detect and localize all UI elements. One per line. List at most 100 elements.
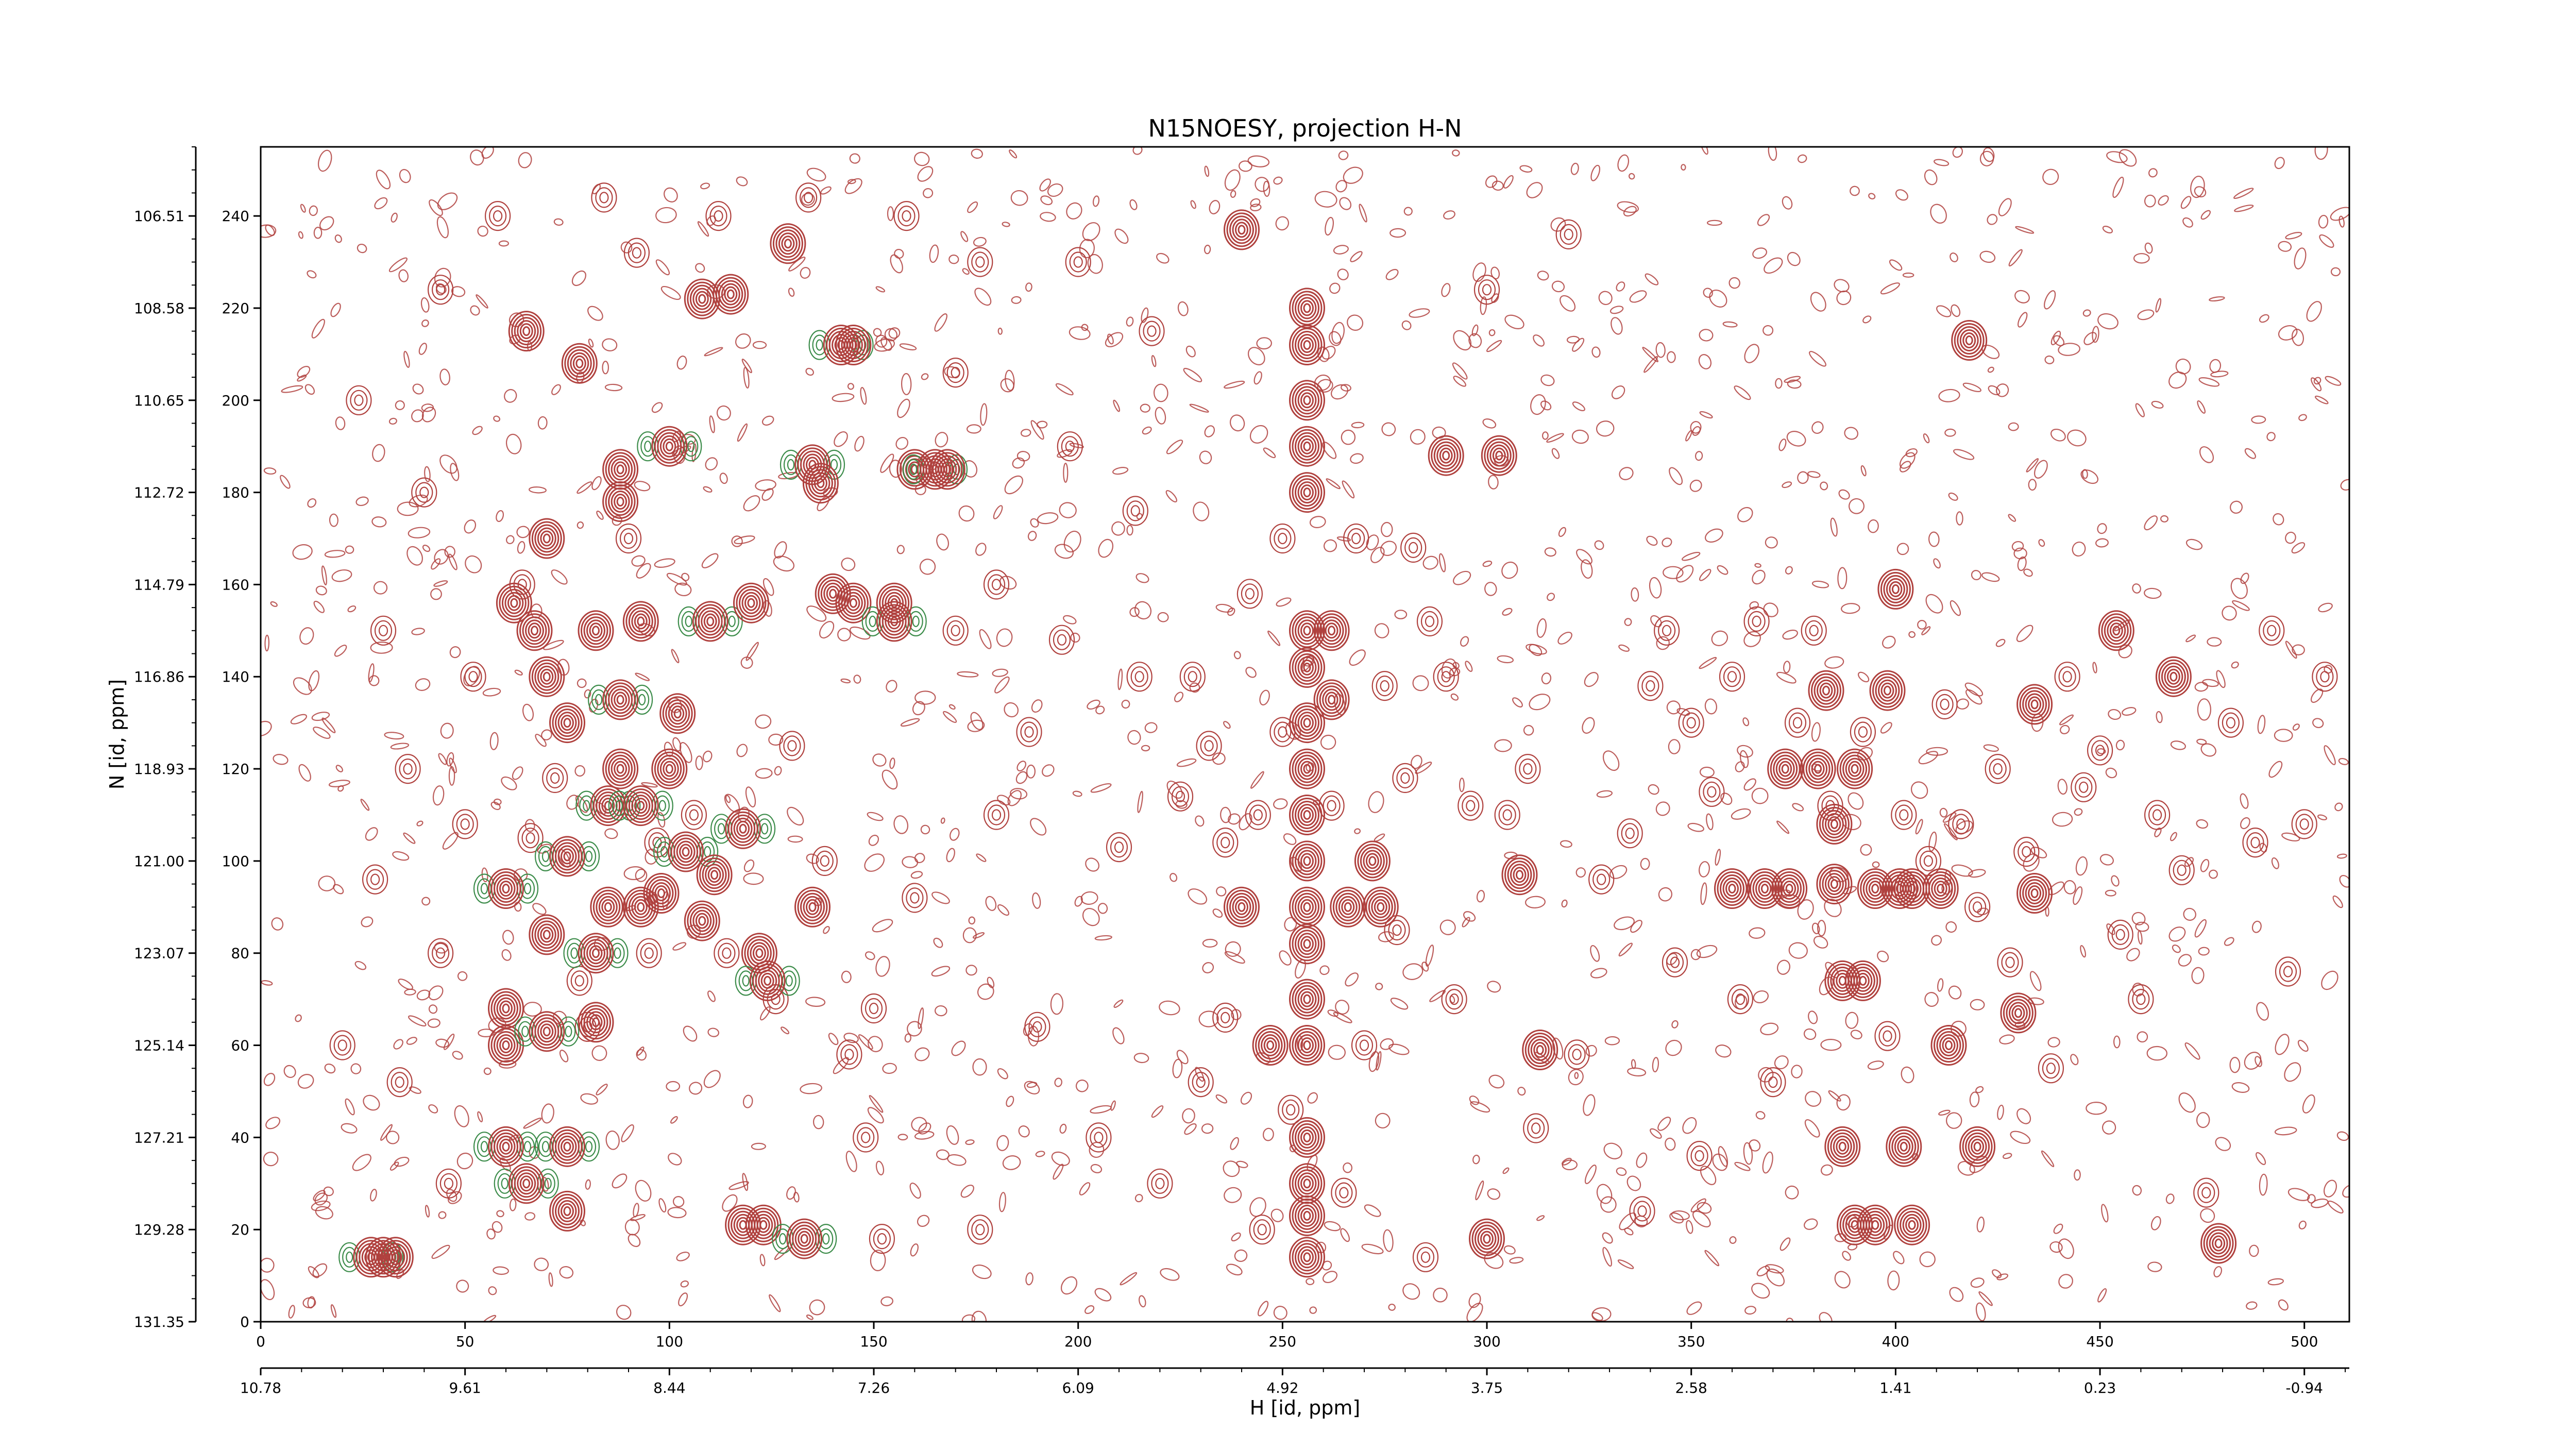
strong-peak — [1354, 840, 1391, 882]
noise-contour — [2168, 372, 2187, 389]
y-tick-label: 200 — [222, 392, 249, 409]
noise-contour — [425, 1205, 430, 1218]
noise-contour — [2200, 858, 2210, 872]
noise-contour — [357, 243, 367, 254]
weak-peak — [370, 615, 397, 646]
noise-contour — [2080, 945, 2087, 958]
noise-contour — [1757, 214, 1770, 226]
noise-contour — [314, 1192, 328, 1206]
noise-contour — [2240, 572, 2249, 584]
noise-contour — [2170, 832, 2177, 841]
noise-contour — [2273, 513, 2284, 526]
noise-contour — [1938, 1109, 1951, 1116]
noise-contour — [370, 1189, 377, 1202]
noise-contour — [457, 971, 468, 981]
x-axis-title: H [id, ppm] — [1250, 1396, 1360, 1419]
noise-contour — [391, 212, 398, 223]
noise-contour — [658, 1198, 667, 1213]
strong-peak — [1877, 568, 1914, 610]
noise-contour — [1844, 427, 1859, 440]
noise-contour — [1776, 820, 1790, 834]
noise-contour — [2132, 583, 2141, 594]
noise-contour — [577, 678, 587, 688]
y-tick-label: 160 — [222, 576, 249, 593]
noise-contour — [743, 872, 764, 885]
weak-peak — [1139, 316, 1165, 346]
noise-contour — [1626, 1175, 1641, 1191]
weak-peak — [1637, 670, 1664, 701]
noise-contour — [1928, 531, 1940, 547]
noise-contour — [946, 848, 955, 863]
noise-contour — [1808, 1010, 1818, 1024]
noise-contour — [1957, 1161, 1975, 1176]
noise-contour — [1975, 1302, 1986, 1322]
noise-contour — [1590, 945, 1600, 962]
noise-contour — [2306, 301, 2322, 322]
strong-peak — [563, 933, 629, 974]
noise-contour — [1195, 1067, 1205, 1082]
weak-peak — [1106, 832, 1132, 863]
noise-contour — [2182, 217, 2193, 228]
noise-contour — [1309, 516, 1326, 528]
noise-contour — [2150, 1216, 2161, 1231]
noise-contour — [1240, 1091, 1252, 1105]
noise-contour — [2086, 1101, 2107, 1115]
noise-contour — [1255, 177, 1269, 192]
noise-contour — [1459, 778, 1465, 793]
noise-contour — [1783, 661, 1791, 673]
noise-contour — [2008, 422, 2019, 431]
noise-contour — [1953, 449, 1975, 460]
noise-contour — [2266, 432, 2276, 442]
noise-contour — [1317, 379, 1333, 393]
noise-contour — [1728, 277, 1740, 289]
noise-contour — [1074, 896, 1083, 907]
noise-contour — [1951, 864, 1973, 877]
noise-contour — [1965, 689, 1982, 705]
noise-contour — [1729, 1236, 1737, 1244]
noise-contour — [532, 903, 547, 915]
noise-contour — [2267, 1278, 2284, 1286]
noise-contour — [1452, 362, 1468, 380]
noise-contour — [1576, 549, 1592, 565]
noise-contour — [1341, 384, 1351, 392]
noise-contour — [2274, 157, 2285, 170]
noise-contour — [860, 386, 867, 405]
noise-contour — [1031, 699, 1043, 713]
y-tick-label: 120 — [222, 761, 249, 778]
weak-peak — [636, 938, 662, 968]
noise-contour — [645, 848, 658, 865]
noise-contour — [910, 1243, 919, 1257]
noise-contour — [935, 1005, 947, 1017]
noise-contour — [1568, 1069, 1584, 1086]
noise-contour — [1476, 890, 1485, 903]
noise-contour — [2196, 1112, 2210, 1128]
noise-contour — [735, 333, 751, 349]
noise-contour — [1121, 699, 1130, 709]
noise-contour — [2059, 714, 2074, 726]
noise-contour — [406, 546, 423, 566]
noise-contour — [1412, 675, 1429, 692]
noise-contour — [998, 1192, 1006, 1212]
noise-contour — [655, 207, 677, 224]
noise-contour — [2097, 1288, 2107, 1303]
noise-contour — [837, 628, 851, 642]
noise-contour — [806, 605, 827, 622]
noise-contour — [2013, 547, 2027, 560]
noise-contour — [890, 254, 903, 274]
x-tick-label: 200 — [1064, 1333, 1092, 1350]
noise-contour — [334, 645, 347, 657]
noise-contour — [2052, 812, 2073, 827]
noise-contour — [1465, 661, 1473, 672]
noise-contour — [2144, 242, 2153, 254]
noise-contour — [867, 1107, 884, 1124]
noise-contour — [1117, 668, 1123, 690]
chart-title: N15NOESY, projection H-N — [1148, 114, 1462, 142]
noise-contour — [887, 206, 894, 221]
noise-contour — [1744, 344, 1760, 363]
noise-contour — [1541, 672, 1552, 685]
noise-contour — [1602, 750, 1620, 771]
noise-contour — [1375, 1113, 1391, 1128]
noise-contour — [1905, 448, 1918, 458]
noise-contour — [422, 545, 431, 552]
